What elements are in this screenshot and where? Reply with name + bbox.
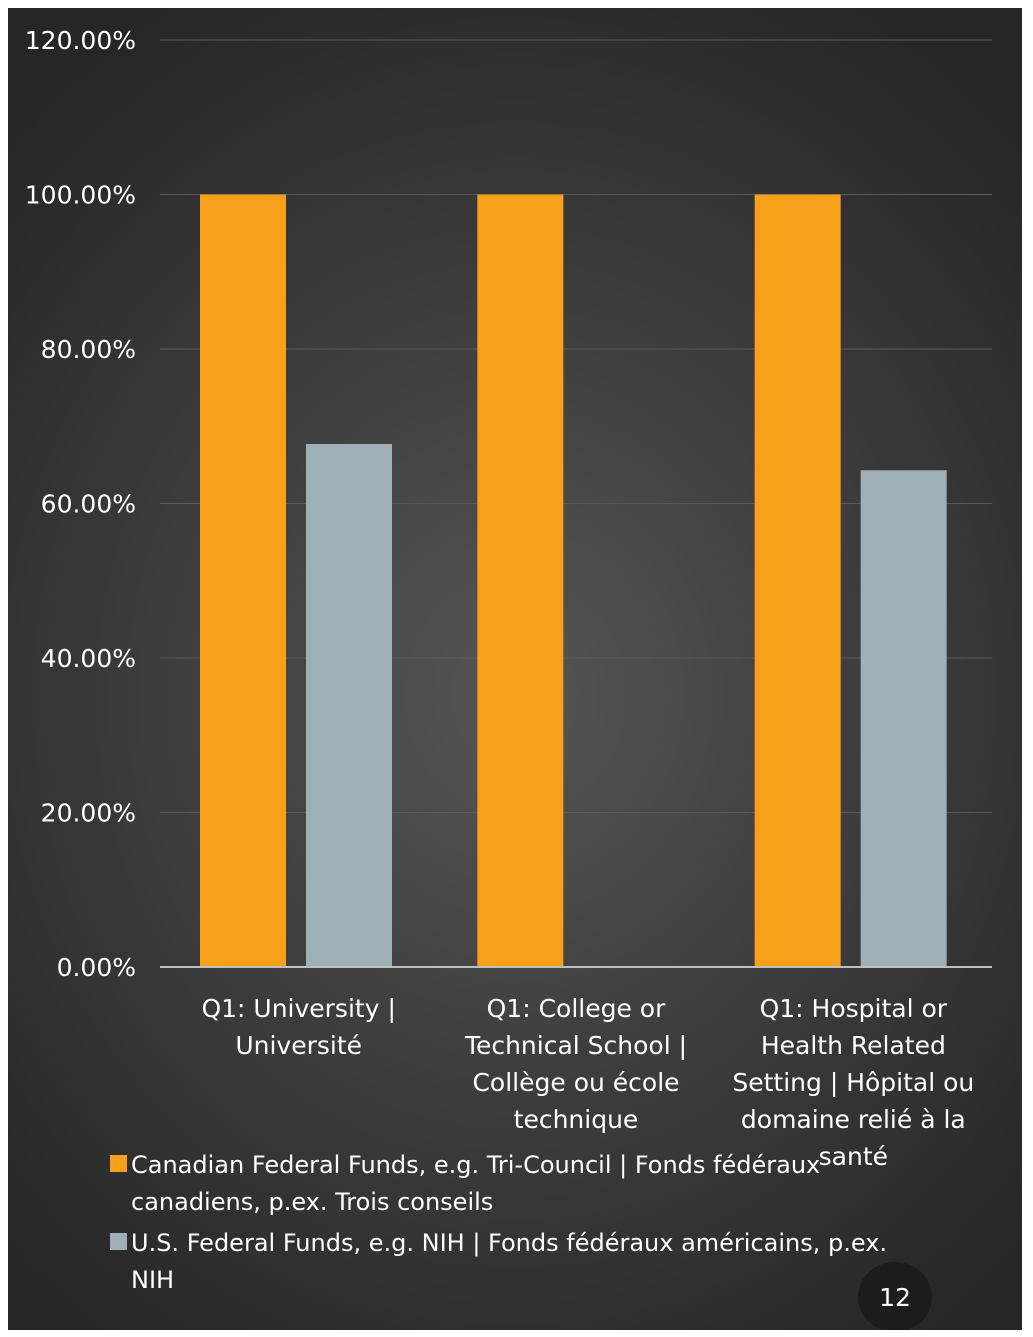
bar (477, 194, 564, 967)
y-tick-label: 100.00% (25, 181, 136, 210)
page-number: 12 (858, 1262, 932, 1330)
y-tick-label: 0.00% (57, 953, 136, 982)
x-category-label: Q1: College or Technical School | Collège … (464, 994, 687, 1134)
slide: 0.00% 20.00% 40.00% 60.00% 80.00% 100.00% 120.… (8, 8, 1022, 1330)
x-category-label: Q1: University | Université (201, 994, 395, 1060)
y-tick-label: 80.00% (41, 335, 136, 364)
bar-chart: 0.00% 20.00% 40.00% 60.00% 80.00% 100.00% 120.… (25, 26, 992, 1294)
x-category-label: Q1: Hospital or Health Related Setting | H… (732, 994, 974, 1171)
y-tick-label: 20.00% (41, 799, 136, 828)
bars (200, 194, 947, 968)
legend: Canadian Federal Funds, e.g. Tri-Council… (110, 1151, 887, 1294)
legend-swatch (110, 1155, 127, 1172)
legend-label: Canadian Federal Funds, e.g. Tri-Council… (131, 1151, 820, 1216)
gridlines (160, 39, 992, 813)
bar (306, 444, 392, 968)
y-tick-label: 60.00% (41, 490, 136, 519)
legend-swatch (110, 1233, 127, 1250)
legend-label: U.S. Federal Funds, e.g. NIH | Fonds féd… (131, 1229, 887, 1294)
x-axis: Q1: University | Université Q1: College or… (160, 966, 992, 1171)
bar (860, 470, 947, 967)
bar (754, 194, 841, 967)
legend-item: Canadian Federal Funds, e.g. Tri-Council… (110, 1151, 820, 1216)
bar (200, 194, 286, 967)
y-tick-label: 120.00% (25, 26, 136, 55)
legend-item: U.S. Federal Funds, e.g. NIH | Fonds féd… (110, 1229, 887, 1294)
y-axis: 0.00% 20.00% 40.00% 60.00% 80.00% 100.00% 120.… (25, 26, 136, 982)
y-tick-label: 40.00% (41, 644, 136, 673)
